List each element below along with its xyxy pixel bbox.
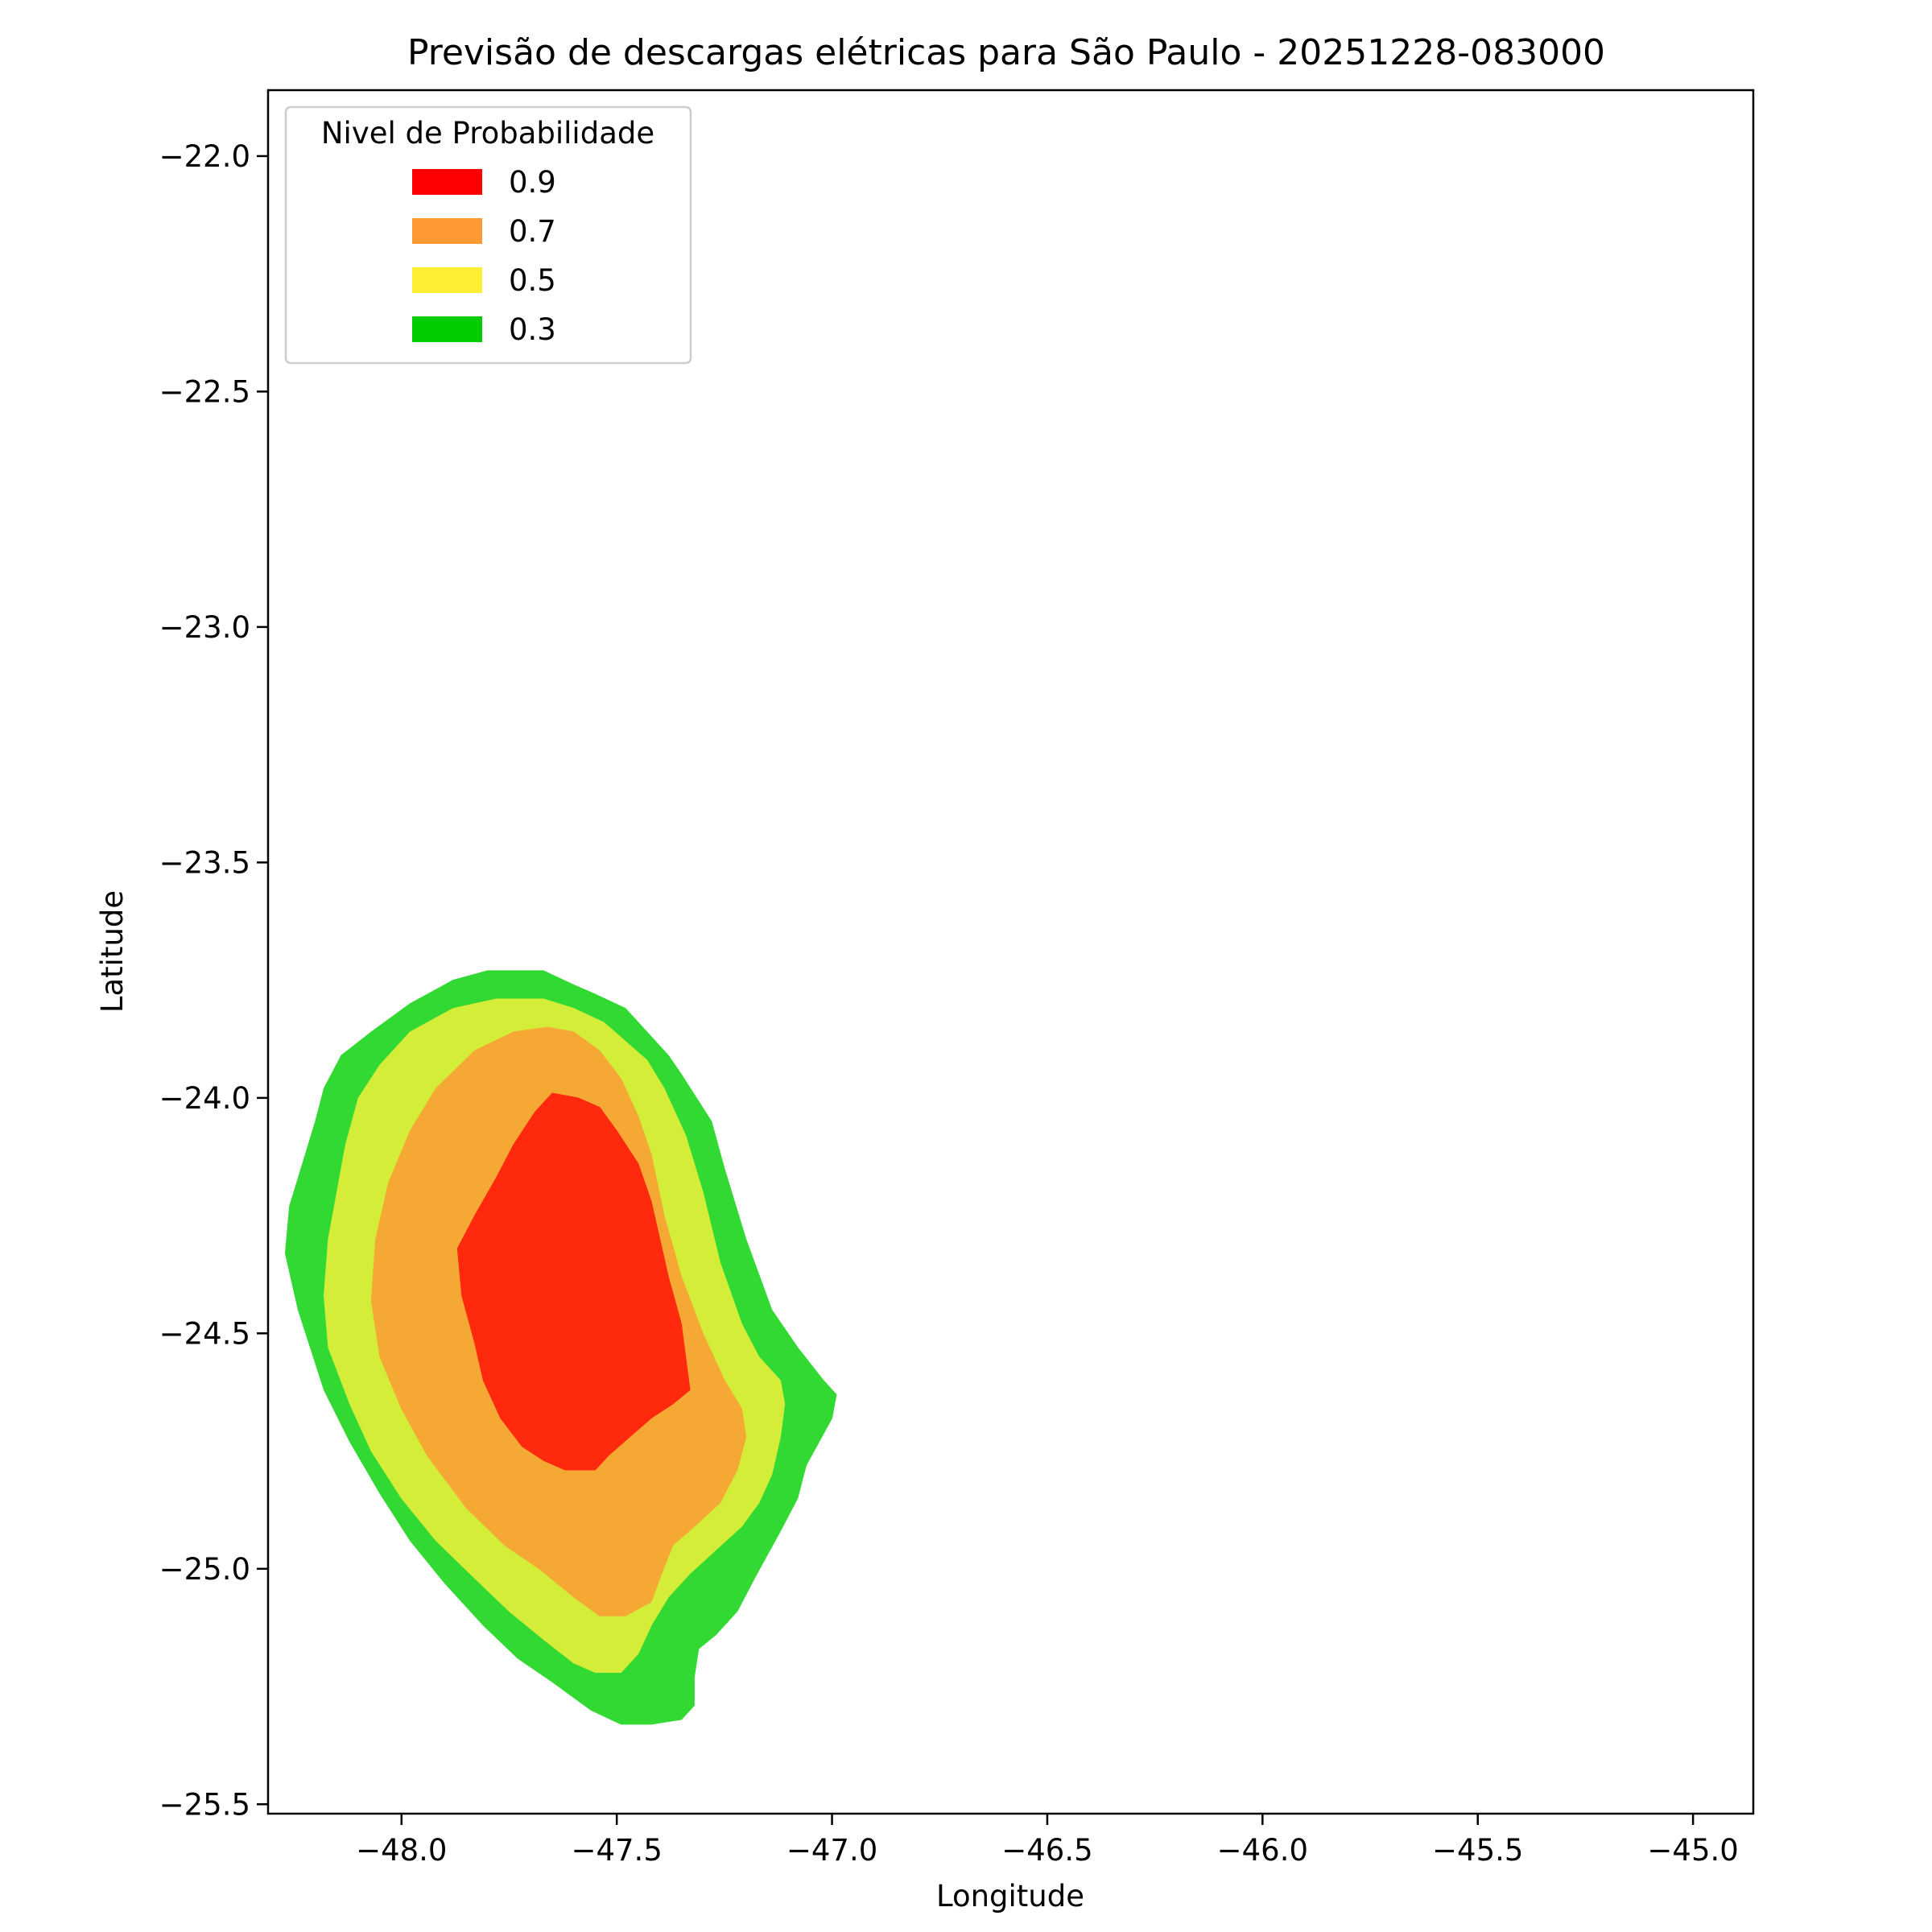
y-tick-label: −25.0 — [159, 1552, 250, 1587]
contour-layer — [284, 970, 837, 1725]
legend-label: 0.3 — [509, 312, 556, 347]
x-tick-label: −48.0 — [356, 1833, 447, 1868]
plot-area — [266, 89, 1755, 1815]
x-axis: −48.0 −47.5 −47.0 −46.5 −46.0 −45.5 −45.0 — [356, 1814, 1739, 1868]
y-axis-label: Latitude — [95, 890, 130, 1013]
legend-label: 0.5 — [509, 263, 556, 298]
plot-frame — [266, 89, 1755, 1815]
x-tick-label: −47.0 — [786, 1833, 877, 1868]
legend-swatch — [412, 218, 482, 244]
legend-label: 0.7 — [509, 214, 556, 249]
x-tick-label: −47.5 — [571, 1833, 662, 1868]
legend: Nivel de Probabilidade 0.9 0.7 0.5 0.3 — [284, 105, 692, 365]
x-tick-label: −45.5 — [1432, 1833, 1523, 1868]
y-tick-label: −24.5 — [159, 1316, 250, 1351]
contour-band-0-9 — [456, 1092, 691, 1471]
x-tick-label: −46.5 — [1001, 1833, 1092, 1868]
x-axis-label: Longitude — [936, 1879, 1084, 1913]
legend-swatch — [412, 316, 482, 342]
y-tick-label: −25.5 — [159, 1787, 250, 1822]
y-axis: −22.0 −22.5 −23.0 −23.5 −24.0 −24.5 −25.0 −25.5 — [159, 139, 268, 1822]
legend-swatch — [412, 169, 482, 195]
y-tick-label: −24.0 — [159, 1081, 250, 1116]
y-tick-label: −23.5 — [159, 845, 250, 880]
y-tick-label: −22.5 — [159, 374, 250, 409]
x-tick-label: −46.0 — [1217, 1833, 1308, 1868]
y-tick-label: −23.0 — [159, 610, 250, 645]
legend-frame — [284, 105, 692, 365]
legend-title: Nivel de Probabilidade — [321, 116, 654, 151]
legend-entries: 0.9 0.7 0.5 0.3 — [412, 165, 556, 347]
chart-title: Previsão de descargas elétricas para São… — [407, 32, 1605, 73]
legend-swatch — [412, 267, 482, 293]
x-tick-label: −45.0 — [1647, 1833, 1738, 1868]
y-tick-label: −22.0 — [159, 139, 250, 174]
legend-label: 0.9 — [509, 165, 556, 200]
